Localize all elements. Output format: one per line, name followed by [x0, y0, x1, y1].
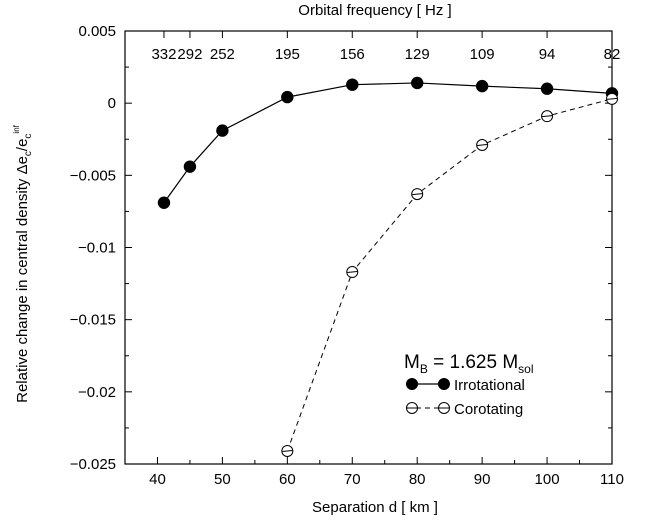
series-line-irrotational [163, 82, 613, 204]
top-tick-label: 195 [275, 46, 300, 63]
point-bar-corotating [347, 271, 358, 274]
mass-annotation-value: = 1.625 M [428, 352, 518, 373]
point-irrotational [346, 78, 359, 91]
point-irrotational [540, 82, 554, 95]
legend-marker-irrotational-right [438, 378, 450, 390]
tick-labels: 40 50 60 70 80 90 100 110 0.005 0 −0.005 −0.01 −0.01… [70, 23, 624, 488]
top-axis-title: Orbital frequency [ Hz ] [298, 2, 451, 19]
y-tick-label: −0.005 [70, 167, 116, 184]
y-axis-title-sub1: c [23, 151, 34, 156]
y-tick-label: −0.01 [78, 240, 116, 257]
legend-marker-irrotational-left [406, 378, 418, 390]
series-line-corotating [286, 98, 613, 452]
legend-label-irrotational: Irrotational [454, 377, 525, 394]
point-bar-corotating [412, 193, 423, 196]
x-tick-label: 80 [409, 471, 426, 488]
mass-annotation-prefix-sub: B [420, 362, 428, 376]
top-tick-label: 156 [340, 46, 365, 63]
legend: Irrotational Corotating [406, 377, 525, 418]
point-irrotational [216, 124, 229, 137]
y-tick-label: −0.015 [70, 312, 116, 329]
point-bar-corotating [477, 144, 488, 147]
x-tick-label: 40 [149, 471, 166, 488]
top-tick-label: 332 [151, 46, 176, 63]
point-bar-corotating [606, 97, 618, 100]
point-bar-corotating [282, 450, 293, 453]
top-tick-label: 109 [470, 46, 495, 63]
x-tick-label: 90 [474, 471, 491, 488]
top-tick-label: 129 [405, 46, 430, 63]
top-tick-label: 94 [539, 46, 556, 63]
y-axis-title-mid: /e [14, 139, 31, 152]
top-tick-label: 292 [177, 46, 202, 63]
top-tick-label: 82 [604, 46, 621, 63]
legend-label-corotating: Corotating [454, 401, 523, 418]
point-irrotational [411, 76, 424, 90]
y-axis-title: Relative change in central density Δec/e… [12, 124, 34, 403]
y-tick-label: 0.005 [78, 23, 116, 40]
point-irrotational [183, 160, 197, 173]
y-axis-title-main: Relative change in central density Δe [14, 156, 31, 403]
series-layer [157, 76, 619, 458]
point-bar-corotating [542, 115, 553, 118]
x-tick-label: 50 [214, 471, 231, 488]
x-tick-label: 60 [279, 471, 296, 488]
plot-frame [124, 30, 613, 465]
x-axis-title: Separation d [ km ] [312, 499, 438, 516]
x-tick-label: 100 [535, 471, 560, 488]
y-axis-title-sup: inf [12, 124, 21, 133]
y-tick-label: −0.02 [78, 384, 116, 401]
x-tick-label: 70 [344, 471, 361, 488]
x-tick-label: 110 [600, 471, 624, 488]
mass-annotation-prefix: M [404, 352, 420, 373]
point-irrotational [157, 196, 171, 209]
y-tick-label: 0 [108, 95, 116, 112]
y-tick-label: −0.025 [70, 456, 116, 473]
axis-ticks [124, 30, 613, 465]
top-axis-labels: 332 292 252 195 156 129 109 94 82 [151, 46, 620, 63]
mass-annotation-suffix-sub: sol [518, 362, 533, 376]
mass-annotation: MB = 1.625 Msol [404, 352, 534, 376]
y-axis-title-sub2: c [23, 134, 34, 139]
top-tick-label: 252 [210, 46, 235, 63]
point-irrotational [281, 90, 294, 104]
point-irrotational [475, 79, 489, 93]
